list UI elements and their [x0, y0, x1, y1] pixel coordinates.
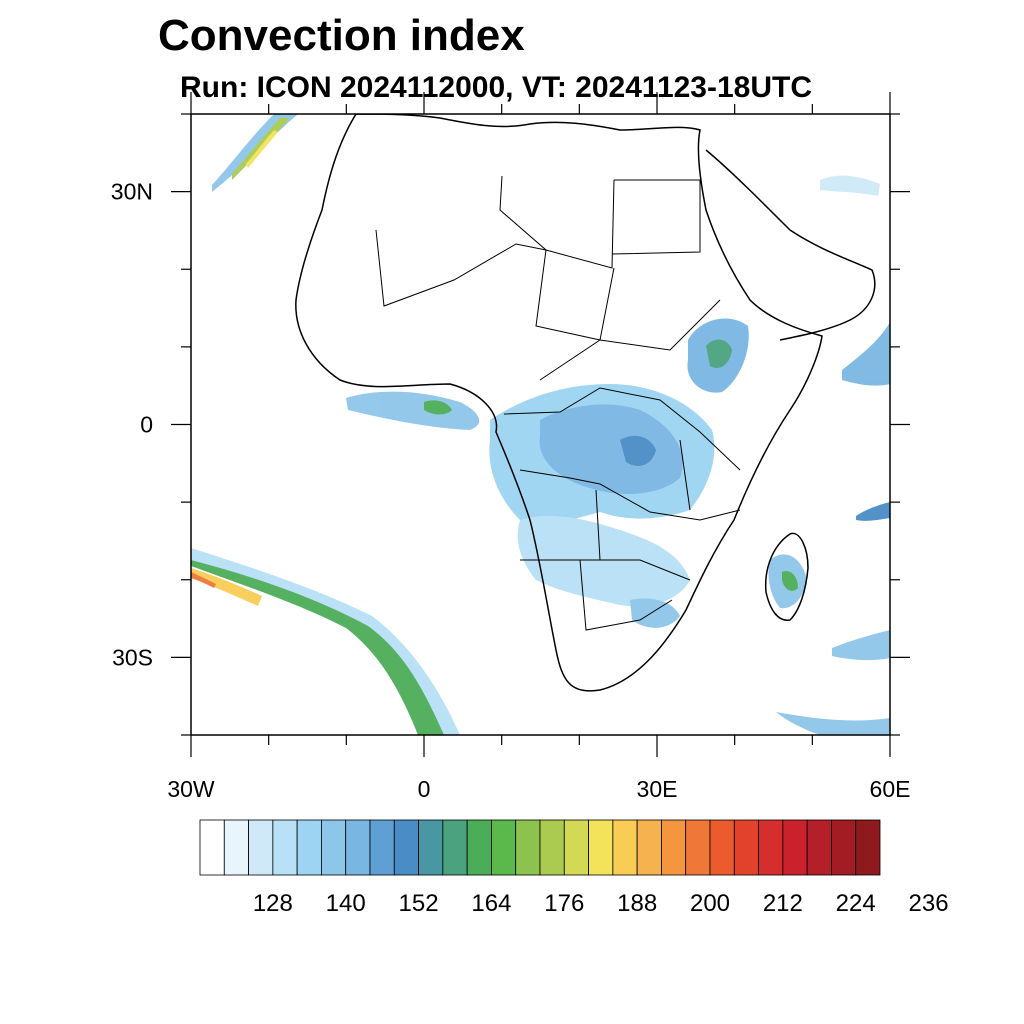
longitude-label: 30E	[637, 776, 678, 802]
convection-patch-indian-ocean-4	[776, 712, 890, 735]
longitude-labels: 30W 0 30E 60E	[167, 776, 910, 802]
border-line	[499, 175, 615, 341]
convection-patch-arabia	[820, 175, 880, 196]
convection-area-congo-core	[620, 435, 656, 466]
chart-subtitle: Run: ICON 2024112000, VT: 20241123-18UTC	[180, 71, 813, 104]
convection-band-south-atlantic-peak	[191, 572, 216, 588]
convection-band-itcz-west	[346, 391, 480, 430]
border-line	[679, 439, 691, 511]
colorbar	[199, 819, 881, 876]
convection-band-itcz-west-core	[424, 400, 452, 415]
convection-area-congo-inner	[539, 404, 683, 494]
colorbar-bin	[588, 819, 614, 876]
border-line	[520, 559, 691, 581]
convection-patch-indian-ocean-1	[842, 322, 890, 386]
colorbar-bin	[806, 819, 832, 876]
country-borders	[375, 175, 741, 631]
colorbar-bin	[296, 819, 322, 876]
colorbar-bin	[442, 819, 468, 876]
arabia-coastline	[705, 149, 876, 341]
colorbar-bin	[223, 819, 249, 876]
colorbar-bin	[199, 819, 225, 876]
colorbar-bin	[515, 819, 541, 876]
border-line	[503, 387, 741, 471]
colorbar-bin	[466, 819, 492, 876]
colorbar-bin	[321, 819, 347, 876]
colorbar-bin	[345, 819, 371, 876]
longitude-label: 60E	[870, 776, 911, 802]
colorbar-bin	[661, 819, 687, 876]
convection-patch-indian-ocean-2	[856, 502, 890, 521]
colorbar-bin	[709, 819, 735, 876]
border-line	[579, 559, 673, 631]
latitude-label: 0	[140, 412, 153, 438]
border-line	[539, 299, 721, 381]
latitude-labels: 30N 0 30S	[111, 179, 153, 671]
colorbar-bin	[248, 819, 274, 876]
colorbar-bin	[733, 819, 759, 876]
colorbar-label: 176	[544, 890, 585, 917]
border-line	[595, 489, 601, 561]
colorbar-label: 236	[908, 890, 949, 917]
colorbar-label: 128	[252, 890, 293, 917]
convection-band-northwest-peak	[246, 130, 278, 168]
colorbar-label: 224	[835, 890, 876, 917]
colorbar-label: 212	[762, 890, 803, 917]
longitude-label: 30W	[167, 776, 215, 802]
convection-band-south-atlantic-mid	[191, 560, 444, 735]
colorbar-bin	[831, 819, 857, 876]
colorbar-bin	[636, 819, 662, 876]
latitude-label: 30N	[111, 179, 153, 205]
axis-ticks	[171, 92, 910, 757]
border-line	[519, 469, 741, 521]
latitude-label: 30S	[112, 644, 153, 670]
border-line	[611, 179, 701, 255]
colorbar-bin	[491, 819, 517, 876]
colorbar-bin	[855, 819, 881, 876]
colorbar-label: 188	[617, 890, 658, 917]
colorbar-label: 152	[398, 890, 439, 917]
colorbar-bin	[612, 819, 638, 876]
chart-title: Convection index	[158, 11, 525, 60]
colorbar-bin	[758, 819, 784, 876]
convection-patch-east-africa-core	[706, 339, 732, 369]
map-area	[191, 114, 890, 735]
convection-patch-indian-ocean-3	[832, 630, 890, 661]
colorbar-bin	[418, 819, 444, 876]
convection-patch-madagascar-core	[782, 570, 798, 591]
colorbar-bin	[393, 819, 419, 876]
convection-shading	[191, 114, 890, 735]
convection-area-southern-africa	[517, 515, 690, 607]
madagascar-coastline	[764, 532, 809, 621]
colorbar-bin	[369, 819, 395, 876]
convection-patch-south-africa	[630, 598, 680, 628]
colorbar-bin	[782, 819, 808, 876]
colorbar-label: 200	[689, 890, 731, 917]
colorbar-label: 140	[325, 890, 366, 917]
colorbar-label: 164	[471, 890, 512, 917]
colorbar-bin	[563, 819, 589, 876]
colorbar-bin	[539, 819, 565, 876]
convection-band-south-atlantic-core	[191, 568, 262, 606]
border-line	[375, 179, 615, 307]
colorbar-bin	[272, 819, 298, 876]
longitude-label: 0	[418, 776, 431, 802]
coastlines	[295, 114, 876, 692]
africa-coastline	[295, 114, 823, 692]
colorbar-bin	[685, 819, 711, 876]
